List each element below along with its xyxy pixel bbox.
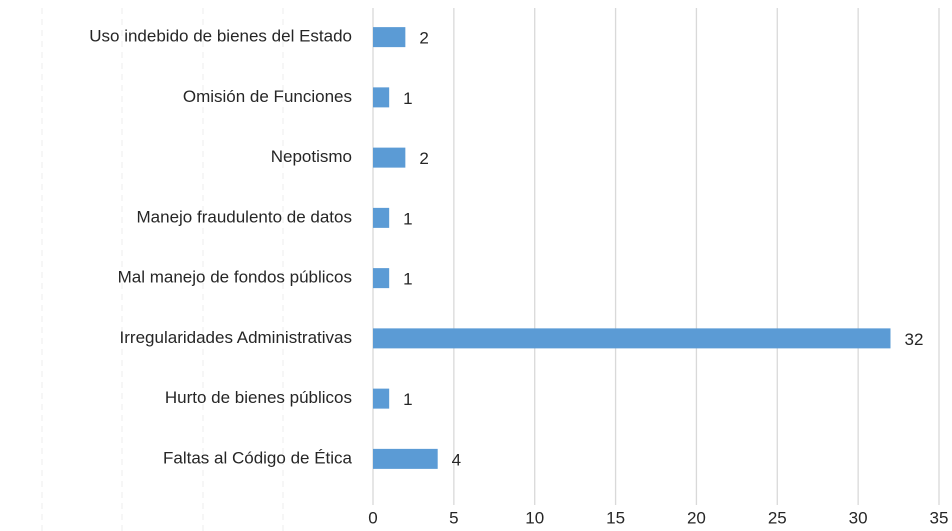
bar (373, 388, 390, 409)
y-tick-label: Faltas al Código de Ética (163, 448, 353, 467)
y-tick-label: Nepotismo (271, 147, 352, 166)
y-tick-label: Manejo fraudulento de datos (137, 207, 353, 226)
bar (373, 27, 406, 48)
x-tick-label: 15 (606, 508, 625, 527)
bar (373, 147, 406, 168)
x-tick-label: 30 (849, 508, 868, 527)
data-label: 2 (419, 149, 428, 168)
bar (373, 207, 390, 228)
x-tick-label: 10 (525, 508, 544, 527)
x-tick-label: 5 (449, 508, 458, 527)
data-label: 32 (904, 330, 923, 349)
data-label: 1 (403, 270, 412, 289)
bar (373, 448, 438, 469)
data-label: 1 (403, 89, 412, 108)
bar (373, 268, 390, 289)
y-tick-label: Irregularidades Administrativas (120, 328, 352, 347)
bar (373, 87, 390, 108)
y-tick-label: Mal manejo de fondos públicos (118, 268, 352, 287)
x-tick-label: 0 (368, 508, 377, 527)
data-label: 4 (452, 450, 461, 469)
y-tick-label: Omisión de Funciones (183, 87, 352, 106)
y-tick-label: Hurto de bienes públicos (165, 388, 352, 407)
x-tick-label: 20 (687, 508, 706, 527)
data-label: 1 (403, 390, 412, 409)
data-label: 2 (419, 29, 428, 48)
bar (373, 328, 891, 349)
y-tick-label: Uso indebido de bienes del Estado (89, 27, 352, 46)
x-tick-label: 35 (930, 508, 949, 527)
data-label: 1 (403, 209, 412, 228)
x-tick-label: 25 (768, 508, 787, 527)
